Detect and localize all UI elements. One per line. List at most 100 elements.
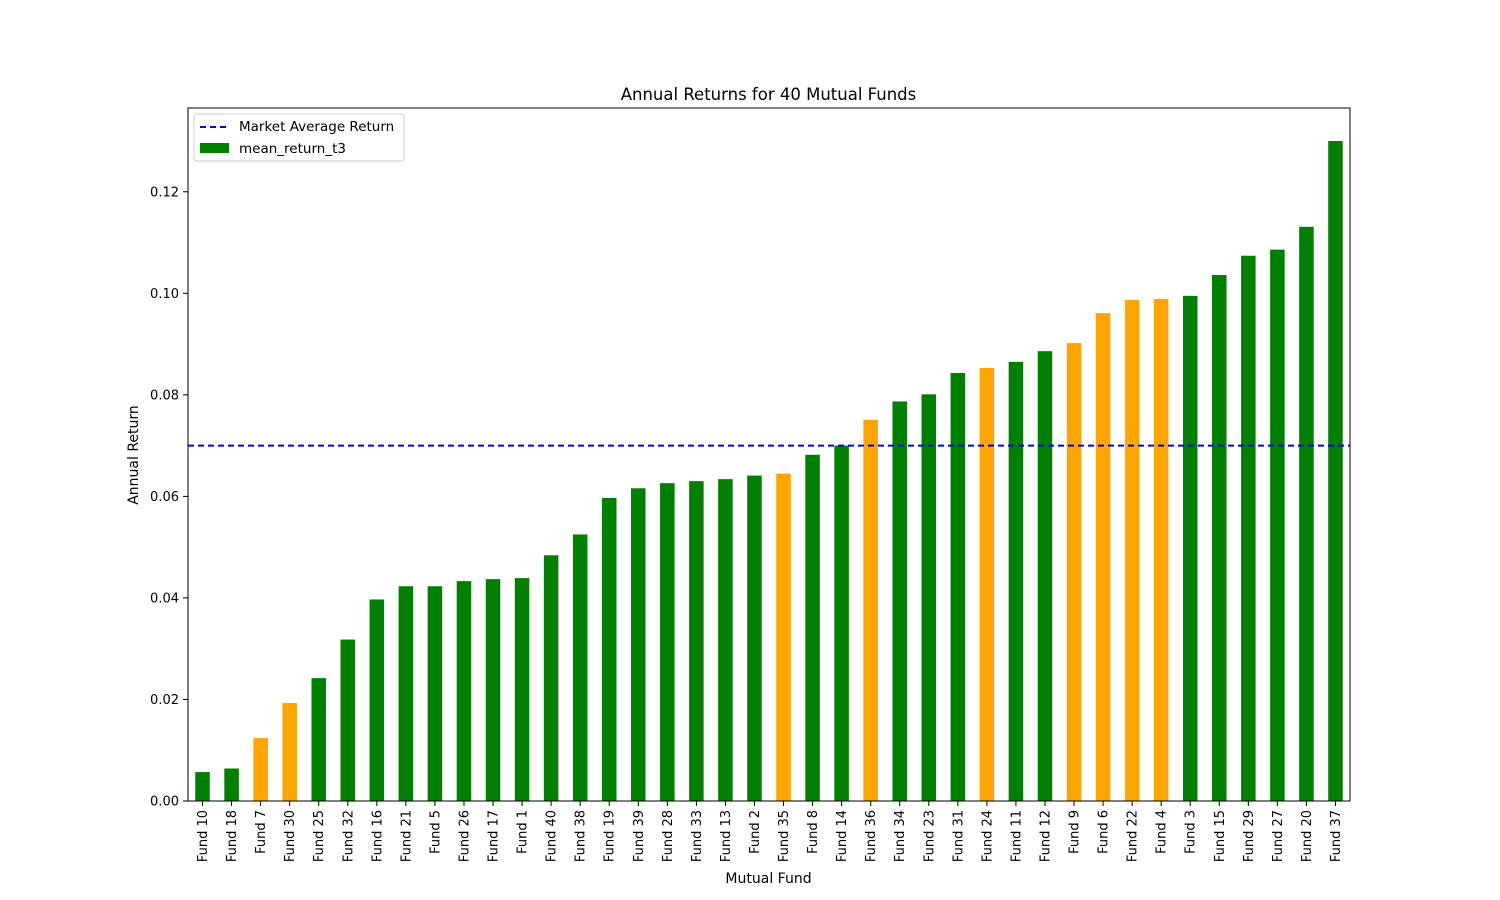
legend: Market Average Return mean_return_t3 bbox=[193, 113, 405, 162]
x-tick-label: Fund 3 bbox=[1184, 810, 1199, 854]
bar-fund-20 bbox=[1299, 226, 1314, 802]
bar-fund-36 bbox=[863, 419, 878, 801]
x-tick-label: Fund 25 bbox=[312, 810, 327, 862]
bar-fund-29 bbox=[1241, 255, 1256, 802]
x-tick-label: Fund 14 bbox=[835, 810, 850, 862]
x-tick-label: Fund 39 bbox=[632, 810, 647, 862]
x-tick-label: Fund 18 bbox=[225, 810, 240, 862]
x-tick-label: Fund 32 bbox=[341, 810, 356, 862]
x-tick-label: Fund 27 bbox=[1271, 810, 1286, 862]
x-tick-label: Fund 34 bbox=[893, 810, 908, 862]
x-tick-label: Fund 13 bbox=[719, 810, 734, 862]
bar-fund-15 bbox=[1212, 275, 1227, 801]
bar-fund-34 bbox=[892, 401, 907, 801]
bar-fund-8 bbox=[805, 454, 820, 801]
legend-series-swatch bbox=[200, 143, 229, 153]
bar-fund-3 bbox=[1182, 295, 1198, 801]
bar-fund-30 bbox=[282, 703, 297, 801]
x-tick-label: Fund 28 bbox=[661, 810, 676, 862]
bar-fund-14 bbox=[834, 445, 849, 801]
legend-series-label: mean_return_t3 bbox=[239, 141, 346, 157]
bar-fund-25 bbox=[311, 678, 326, 801]
bar-fund-10 bbox=[195, 772, 210, 801]
bar-fund-7 bbox=[253, 738, 268, 801]
x-tick-label: Fund 21 bbox=[399, 810, 414, 862]
bar-fund-21 bbox=[398, 586, 414, 801]
x-tick-label: Fund 9 bbox=[1068, 810, 1083, 854]
x-tick-label: Fund 33 bbox=[690, 810, 705, 862]
bar-fund-32 bbox=[340, 639, 356, 801]
bar-fund-28 bbox=[660, 483, 675, 801]
y-tick-label: 0.02 bbox=[150, 693, 179, 708]
x-tick-label: Fund 23 bbox=[922, 810, 937, 862]
x-tick-label: Fund 19 bbox=[603, 810, 618, 862]
x-tick-label: Fund 37 bbox=[1329, 810, 1344, 862]
x-tick-label: Fund 8 bbox=[806, 810, 821, 854]
bar-fund-27 bbox=[1270, 249, 1285, 801]
x-tick-label: Fund 17 bbox=[487, 810, 502, 862]
bar-fund-23 bbox=[921, 394, 937, 801]
bar-fund-18 bbox=[224, 768, 239, 801]
x-tick-label: Fund 10 bbox=[196, 810, 211, 862]
x-axis-title: Mutual Fund bbox=[725, 871, 811, 887]
x-tick-label: Fund 36 bbox=[864, 810, 879, 862]
bar-fund-39 bbox=[631, 488, 646, 801]
x-tick-label: Fund 24 bbox=[980, 810, 995, 862]
plot-frame bbox=[187, 107, 1351, 802]
x-tick-label: Fund 38 bbox=[574, 810, 589, 862]
bar-fund-37 bbox=[1328, 141, 1343, 801]
x-axis: Fund 10 Fund 18 Fund 7 Fund 30 Fund 25 Fund 3… bbox=[196, 801, 1344, 862]
x-tick-label: Fund 7 bbox=[254, 810, 269, 854]
x-tick-label: Fund 6 bbox=[1097, 810, 1112, 854]
bar-fund-11 bbox=[1008, 361, 1024, 801]
x-tick-label: Fund 15 bbox=[1213, 810, 1228, 862]
x-tick-label: Fund 35 bbox=[777, 810, 792, 862]
y-tick-label: 0.12 bbox=[150, 185, 179, 200]
y-axis: 0.00 0.02 0.04 0.06 0.08 0.10 0.12 bbox=[150, 185, 188, 810]
bar-fund-17 bbox=[485, 579, 501, 801]
y-tick-label: 0.10 bbox=[150, 287, 179, 302]
bar-fund-22 bbox=[1124, 299, 1140, 801]
bar-fund-24 bbox=[979, 367, 995, 801]
bar-fund-4 bbox=[1153, 298, 1169, 801]
bar-fund-9 bbox=[1066, 343, 1082, 801]
x-tick-label: Fund 20 bbox=[1300, 810, 1315, 862]
bar-fund-31 bbox=[950, 373, 966, 801]
bar-fund-33 bbox=[689, 481, 704, 801]
y-tick-label: 0.00 bbox=[150, 795, 179, 810]
y-tick-label: 0.06 bbox=[150, 490, 179, 505]
bar-fund-2 bbox=[747, 475, 762, 801]
y-tick-label: 0.04 bbox=[150, 591, 179, 606]
bars-group bbox=[195, 141, 1343, 802]
bar-fund-19 bbox=[601, 497, 617, 801]
x-tick-label: Fund 16 bbox=[370, 810, 385, 862]
x-tick-label: Fund 1 bbox=[516, 810, 531, 854]
y-tick-label: 0.08 bbox=[150, 388, 179, 403]
x-tick-label: Fund 11 bbox=[1009, 810, 1024, 862]
bar-fund-6 bbox=[1095, 313, 1111, 801]
x-tick-label: Fund 4 bbox=[1155, 810, 1170, 854]
legend-market-average-label: Market Average Return bbox=[239, 119, 394, 135]
bar-fund-35 bbox=[776, 473, 791, 801]
x-tick-label: Fund 26 bbox=[457, 810, 472, 862]
bar-fund-16 bbox=[369, 599, 385, 801]
bar-fund-26 bbox=[456, 581, 472, 801]
x-tick-label: Fund 5 bbox=[428, 810, 443, 854]
chart-title: Annual Returns for 40 Mutual Funds bbox=[621, 85, 917, 104]
x-tick-label: Fund 30 bbox=[283, 810, 298, 862]
x-tick-label: Fund 22 bbox=[1126, 810, 1141, 862]
y-axis-title: Annual Return bbox=[126, 405, 142, 505]
legend-box bbox=[193, 113, 405, 162]
bar-fund-38 bbox=[572, 534, 588, 801]
x-tick-label: Fund 12 bbox=[1038, 810, 1053, 862]
x-tick-label: Fund 29 bbox=[1242, 810, 1257, 862]
x-tick-label: Fund 40 bbox=[545, 810, 560, 862]
bar-fund-13 bbox=[718, 479, 733, 801]
bar-fund-5 bbox=[427, 586, 443, 801]
bar-fund-12 bbox=[1037, 351, 1053, 801]
bar-fund-40 bbox=[543, 555, 559, 801]
x-tick-label: Fund 2 bbox=[748, 810, 763, 854]
bar-fund-1 bbox=[514, 578, 530, 801]
x-tick-label: Fund 31 bbox=[951, 810, 966, 862]
